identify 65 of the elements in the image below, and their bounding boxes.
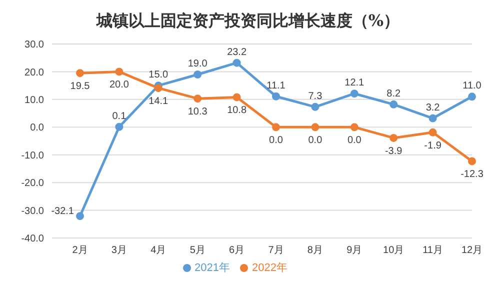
point [468,157,476,166]
point [232,93,241,102]
y-tick-label: 20.0 [24,67,44,78]
point [76,69,84,78]
x-tick-label: 5月 [190,245,206,256]
point [232,58,241,67]
x-tick-label: 3月 [111,245,127,256]
x-tick-label: 9月 [346,245,362,256]
data-label: 23.2 [227,46,247,58]
x-tick-label: 10月 [383,245,404,256]
point [390,100,398,108]
point [194,70,202,78]
data-label: 7.3 [308,90,323,102]
x-tick-label: 12月 [461,245,483,256]
x-tick-label: 7月 [268,245,284,256]
data-label: -3.9 [384,146,403,157]
data-label: 11.1 [266,80,286,92]
y-tick-label: -40.0 [21,234,44,245]
data-label: 8.2 [386,88,401,100]
point [428,114,437,122]
y-tick-label: -30.0 [21,206,44,217]
data-label: 15.0 [148,70,169,81]
point [428,128,437,136]
point [194,94,202,103]
data-label: 10.3 [188,106,208,118]
data-label: 10.8 [227,105,247,116]
data-label: 19.5 [70,81,90,92]
point [154,84,162,92]
chart-title: 城镇以上固定资产投资同比增长速度（%） [95,10,401,32]
x-tick-label: 4月 [150,245,166,256]
point [115,68,124,76]
x-tick-label: 2月 [72,245,88,256]
data-label: -1.9 [424,140,442,152]
legend-label: 2021年 [194,262,230,274]
point [350,90,358,98]
point [272,92,280,100]
point [311,123,320,132]
data-label: 0.0 [308,135,323,146]
point [350,123,358,132]
data-label: -12.3 [460,169,484,180]
point [390,134,398,142]
point [311,102,320,111]
data-label: 12.1 [344,78,365,89]
data-label: 19.0 [188,58,208,70]
y-tick-label: -20.0 [21,178,44,190]
data-label: 20.0 [109,80,130,91]
data-label: 14.1 [148,96,169,108]
point [115,122,124,131]
y-tick-label: 10.0 [24,94,44,106]
data-label: 0.0 [347,135,362,146]
x-tick-label: 6月 [229,245,245,256]
y-tick-label: 0.0 [30,122,44,134]
point [76,212,84,220]
legend-label: 2022年 [252,262,288,274]
x-tick-label: 11月 [422,245,443,256]
data-label: 0.1 [112,110,127,122]
point [272,123,280,132]
x-tick-label: 8月 [307,245,323,256]
y-tick-label: 30.0 [24,40,44,51]
data-label: -32.1 [51,206,74,218]
point [468,92,476,101]
data-label: 0.0 [269,135,284,146]
data-label: 3.2 [426,102,440,114]
y-tick-label: -10.0 [21,150,44,162]
data-label: 11.0 [462,80,482,92]
